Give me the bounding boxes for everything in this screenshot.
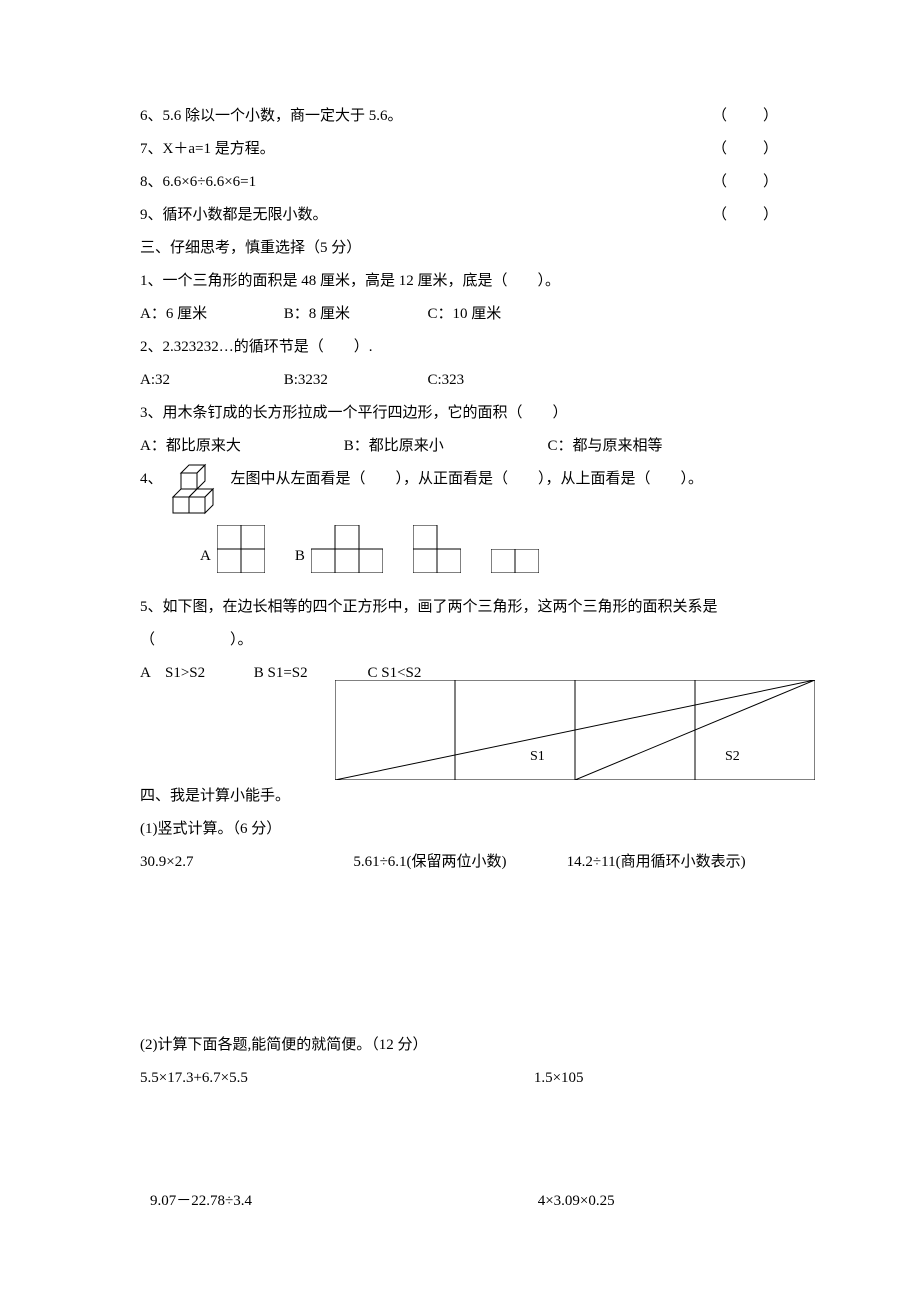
tf-paren-6: （ ） — [712, 100, 780, 133]
sec4-title: 四、我是计算小能手。 — [140, 780, 780, 813]
sec3-q2c: C:323 — [428, 372, 465, 388]
tf-q6: 6、5.6 除以一个小数，商一定大于 5.6。 — [140, 100, 403, 133]
q5-s2-label: S2 — [725, 749, 740, 764]
sec3-q1b: B：8 厘米 — [284, 298, 424, 331]
q4-opt-a: A — [200, 525, 265, 573]
q5-figure: S1 S2 — [335, 680, 780, 780]
sec3-q5a: A S1>S2 — [140, 657, 250, 690]
sec4-p2: (2)计算下面各题,能简便的就简便。（12 分） — [140, 1029, 780, 1062]
tf-q7: 7、X＋a=1 是方程。 — [140, 133, 275, 166]
sec3-q1c: C：10 厘米 — [428, 306, 502, 322]
sec4-p2a: 5.5×17.3+6.7×5.5 — [140, 1062, 534, 1095]
tf-q8: 8、6.6×6÷6.6×6=1 — [140, 166, 256, 199]
sec3-q3: 3、用木条钉成的长方形拉成一个平行四边形，它的面积（ ） — [140, 397, 780, 430]
sec3-q1: 1、一个三角形的面积是 48 厘米，高是 12 厘米，底是（ ）。 — [140, 265, 780, 298]
q5-s1-label: S1 — [530, 749, 545, 764]
sec3-q3a: A：都比原来大 — [140, 430, 340, 463]
sec3-q2: 2、2.323232…的循环节是（ ）. — [140, 331, 780, 364]
sec3-q5c: C S1<S2 — [368, 665, 422, 681]
sec4-p1: (1)竖式计算。（6 分） — [140, 813, 780, 846]
tf-q9: 9、循环小数都是无限小数。 — [140, 199, 328, 232]
tf-paren-9: （ ） — [712, 199, 780, 232]
tf-paren-7: （ ） — [712, 133, 780, 166]
sec3-q5b: B S1=S2 — [254, 657, 364, 690]
sec3-q3c: C：都与原来相等 — [548, 438, 663, 454]
q4-label-a: A — [200, 540, 211, 573]
tf-paren-8: （ ） — [712, 166, 780, 199]
sec3-title: 三、仔细思考，慎重选择（5 分） — [140, 232, 780, 265]
sec4-p1b: 5.61÷6.1(保留两位小数) — [353, 846, 566, 879]
q4-opt-d — [491, 549, 539, 573]
cube-figure — [169, 463, 225, 519]
sec4-p1a: 30.9×2.7 — [140, 846, 353, 879]
q4-opt-b: B — [295, 525, 383, 573]
sec4-p1c: 14.2÷11(商用循环小数表示) — [567, 846, 780, 879]
q4-opt-c — [413, 525, 461, 573]
sec3-q2b: B:3232 — [284, 364, 424, 397]
sec4-p2d: 4×3.09×0.25 — [538, 1185, 780, 1218]
sec4-p2b: 1.5×105 — [534, 1062, 780, 1095]
sec4-p2c: 9.07－22.78÷3.4 — [150, 1185, 538, 1218]
sec3-q1a: A：6 厘米 — [140, 298, 280, 331]
sec3-q4text: 左图中从左面看是（ ），从正面看是（ ），从上面看是（ ）。 — [231, 463, 704, 496]
sec3-q2a: A:32 — [140, 364, 280, 397]
sec3-q4pre: 4、 — [140, 463, 163, 496]
q4-label-b: B — [295, 540, 305, 573]
sec3-q5blank: （ ）。 — [140, 624, 780, 657]
sec3-q5: 5、如下图，在边长相等的四个正方形中，画了两个三角形，这两个三角形的面积关系是 — [140, 591, 780, 624]
sec3-q3b: B：都比原来小 — [344, 430, 544, 463]
